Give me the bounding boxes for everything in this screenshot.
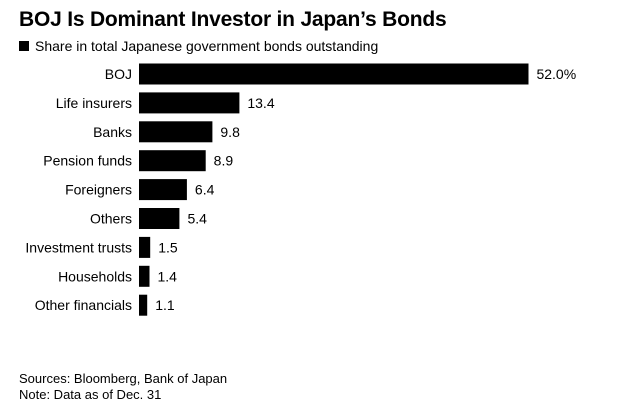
bar-others xyxy=(139,208,180,229)
value-label-pension-funds: 8.9 xyxy=(214,153,234,169)
bar-pension-funds xyxy=(139,150,206,172)
bar-life-insurers xyxy=(139,92,240,114)
data-note: Note: Data as of Dec. 31 xyxy=(19,387,162,402)
legend-label: Share in total Japanese government bonds… xyxy=(35,38,379,54)
value-label-others: 5.4 xyxy=(187,211,207,227)
category-label-households: Households xyxy=(58,268,132,284)
legend: Share in total Japanese government bonds… xyxy=(19,38,378,54)
value-label-life-insurers: 13.4 xyxy=(247,95,274,111)
category-label-boj: BOJ xyxy=(105,66,132,82)
chart-title: BOJ Is Dominant Investor in Japan’s Bond… xyxy=(19,8,447,31)
category-label-investment-trusts: Investment trusts xyxy=(25,239,132,255)
category-label-life-insurers: Life insurers xyxy=(56,95,132,111)
bar-foreigners xyxy=(139,179,187,201)
bar-boj xyxy=(139,63,529,85)
category-label-foreigners: Foreigners xyxy=(65,182,132,198)
category-label-pension-funds: Pension funds xyxy=(43,153,132,169)
bar-households xyxy=(139,265,150,287)
sources-note: Sources: Bloomberg, Bank of Japan xyxy=(19,371,228,386)
value-label-boj: 52.0% xyxy=(536,66,576,82)
bar-investment-trusts xyxy=(139,236,151,258)
value-label-households: 1.4 xyxy=(157,268,177,284)
category-label-others: Others xyxy=(90,211,132,227)
category-label-other-financials: Other financials xyxy=(35,297,132,313)
value-label-other-financials: 1.1 xyxy=(155,297,175,313)
bar-banks xyxy=(139,121,213,143)
category-label-banks: Banks xyxy=(93,124,132,140)
bar-chart: BOJ 52.0% Life insurers 13.4 Banks 9.8 Pension… xyxy=(25,63,576,316)
value-label-banks: 9.8 xyxy=(220,124,240,140)
value-label-foreigners: 6.4 xyxy=(195,182,215,198)
value-label-investment-trusts: 1.5 xyxy=(158,239,178,255)
bar-other-financials xyxy=(139,294,148,316)
legend-swatch xyxy=(19,41,29,51)
